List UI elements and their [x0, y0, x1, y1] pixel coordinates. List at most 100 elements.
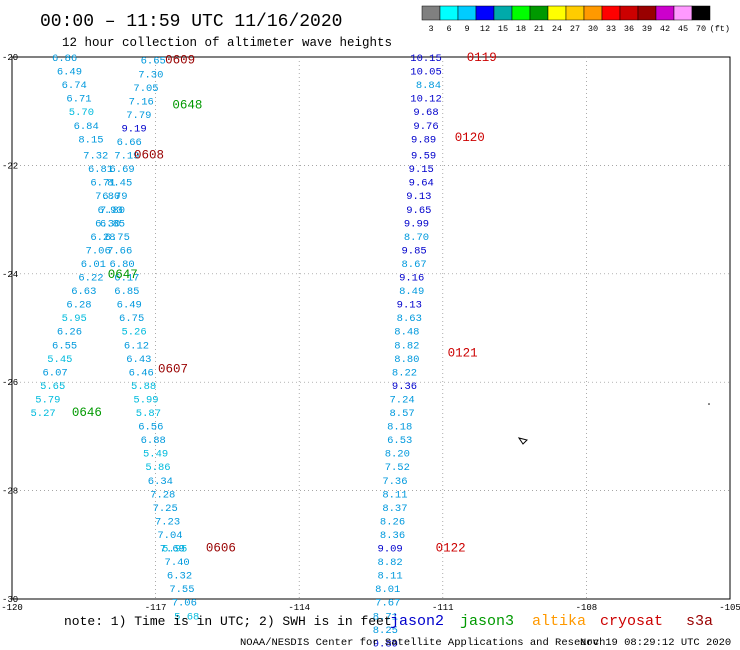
map-panel: -120 -117 -114 -111 -108 -105 -20 -22 -24 -26 -28 -… — [1, 51, 740, 650]
wave-height-value: 6.85 — [100, 218, 125, 230]
wave-height-value: 6.79 — [102, 191, 127, 203]
wave-height-value: 9.09 — [378, 544, 403, 556]
wave-height-value: 6.75 — [119, 313, 144, 325]
wave-height-value: 6.53 — [387, 435, 412, 447]
wave-height-value: 9.64 — [409, 178, 434, 190]
wave-height-value: 6.66 — [117, 137, 142, 149]
wave-height-value: 5.26 — [121, 327, 146, 339]
y-tick-label: -30 — [2, 595, 18, 605]
colorbar-swatch — [601, 5, 621, 21]
wave-height-value: 9.68 — [413, 107, 438, 119]
colorbar-label: 12 — [480, 24, 490, 34]
wave-height-value: 7.04 — [157, 530, 182, 542]
legend-cryosat: cryosat — [600, 613, 663, 630]
wave-height-value: 9.85 — [401, 245, 426, 257]
wave-height-value: 5.27 — [31, 408, 56, 420]
wave-height-value: 6.22 — [78, 273, 103, 285]
wave-height-value: 7.36 — [382, 476, 407, 488]
wave-height-value: 10.15 — [410, 53, 442, 65]
wave-height-value: 8.84 — [416, 80, 441, 92]
y-tick-label: -20 — [2, 53, 18, 63]
wave-height-value: 8.45 — [107, 178, 132, 190]
pass-0606: 7.04 7.695.957.40 6.327.55 7.065.68 0606 — [157, 530, 236, 623]
legend-jason3: jason3 — [460, 613, 514, 630]
wave-height-value: 6.63 — [71, 286, 96, 298]
wave-height-value: 5.45 — [47, 354, 72, 366]
wave-height-value: 7.06 — [86, 245, 111, 257]
wave-height-value: 7.40 — [165, 557, 190, 569]
wave-height-value: 9.99 — [404, 218, 429, 230]
wave-height-value: 7.80 — [100, 205, 125, 217]
wave-height-value: 5.68 — [174, 611, 199, 623]
legend-s3a: s3a — [686, 613, 713, 630]
colorbar-swatch — [619, 5, 639, 21]
wave-height-value: 7.16 — [129, 96, 154, 108]
wave-height-value: 5.95 — [62, 313, 87, 325]
wave-height-value: 5.87 — [136, 408, 161, 420]
wave-height-value: 6.71 — [66, 94, 91, 106]
footer-credit: NOAA/NESDIS Center for Satellite Applica… — [240, 637, 605, 649]
wave-height-value: 8.82 — [394, 340, 419, 352]
wave-height-value: 6.28 — [90, 232, 115, 244]
colorbar-swatch — [511, 5, 531, 21]
colorbar-swatch — [475, 5, 495, 21]
colorbar-label: 27 — [570, 24, 580, 34]
wave-height-value: 9.76 — [413, 121, 438, 133]
wave-height-value: 9.16 — [399, 273, 424, 285]
wave-height-value: 7.80 — [95, 191, 120, 203]
wave-height-value: 8.26 — [380, 516, 405, 528]
wave-height-value: 5.86 — [145, 462, 170, 474]
wave-height-value: 6.69 — [109, 164, 134, 176]
colorbar-swatch — [529, 5, 549, 21]
wave-height-value: 7.67 — [375, 598, 400, 610]
wave-height-value: 7.55 — [169, 584, 194, 596]
wave-height-value: 5.99 — [133, 394, 158, 406]
wave-height-value: 5.95 — [162, 544, 187, 556]
footer-generated: Nov 19 08:29:12 UTC 2020 — [580, 637, 731, 649]
pass-0647: 6.63 6.285.95 6.266.55 5.456.07 5.655.79 5.27… — [31, 268, 138, 420]
pass-time-label: 0119 — [467, 51, 497, 65]
colorbar-label: 45 — [678, 24, 688, 34]
colorbar-swatch — [673, 5, 693, 21]
colorbar-swatch — [691, 5, 711, 21]
wave-height-value: 9.65 — [406, 205, 431, 217]
wave-height-value: 6.28 — [66, 300, 91, 312]
pass-time-label: 0121 — [448, 346, 478, 360]
legend-jason2: jason2 — [390, 613, 444, 630]
wave-height-value: 8.70 — [404, 232, 429, 244]
wave-height-value: 6.81 — [88, 164, 113, 176]
colorbar-label: 39 — [642, 24, 652, 34]
colorbar-label: 24 — [552, 24, 562, 34]
footer-note: note: 1) Time is in UTC; 2) SWH is in fe… — [64, 614, 392, 629]
wave-height-value: 5.49 — [143, 449, 168, 461]
pass-time-label: 0609 — [165, 54, 195, 68]
x-tick-label: -114 — [288, 603, 310, 613]
colorbar-label: 15 — [498, 24, 508, 34]
x-tick-label: -117 — [145, 603, 167, 613]
wave-height-value: 8.82 — [378, 557, 403, 569]
wave-height-value: 6.49 — [57, 67, 82, 79]
wave-height-value: 8.80 — [394, 354, 419, 366]
satellite-legend: jason2 jason3 altika cryosat s3a — [390, 613, 713, 630]
wave-height-value: 6.26 — [57, 327, 82, 339]
y-tick-label: -26 — [2, 378, 18, 388]
pass-0648: 6.657.30 7.057.16 7.799.19 6.66 7.196.69 8.45… — [78, 56, 202, 285]
pass-0120: 0120 — [455, 131, 485, 145]
wave-height-value: 9.13 — [406, 191, 431, 203]
wave-height-value: 6.75 — [105, 232, 130, 244]
colorbar-swatch — [493, 5, 513, 21]
wave-height-value: 8.11 — [382, 489, 407, 501]
colorbar-swatch — [565, 5, 585, 21]
colorbar-swatch — [547, 5, 567, 21]
colorbar-swatch — [457, 5, 477, 21]
pass-time-label: 0647 — [108, 268, 138, 282]
wave-height-value: 5.70 — [69, 107, 94, 119]
wave-height-value: 6.01 — [81, 259, 106, 271]
colorbar-unit: (ft) — [710, 24, 730, 34]
x-tick-label: -105 — [719, 603, 740, 613]
wave-height-value: 5.65 — [40, 381, 65, 393]
pass-time-label: 0608 — [134, 149, 164, 163]
land-features — [517, 403, 710, 445]
pass-0646: 0646 — [72, 406, 102, 420]
colorbar-swatch — [637, 5, 657, 21]
